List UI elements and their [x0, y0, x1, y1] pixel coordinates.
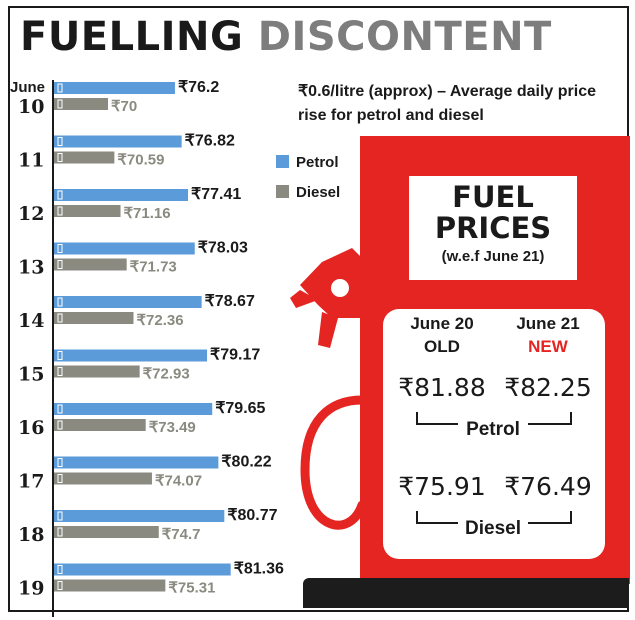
- diesel-bar: [54, 258, 127, 271]
- diesel-bar: [54, 365, 140, 378]
- date-tick-label: 18: [18, 524, 44, 546]
- date-tick-label: 10: [18, 96, 44, 118]
- petrol-bar: [54, 456, 219, 469]
- petrol-new-price: ₹82.25: [504, 373, 592, 402]
- petrol-value-label: ₹79.65: [215, 400, 265, 417]
- petrol-value-label: ₹76.82: [185, 133, 235, 150]
- petrol-bar: [54, 135, 182, 148]
- title-part2: DISCONTENT: [257, 14, 552, 60]
- diesel-bar-pump-icon: [57, 206, 63, 216]
- petrol-value-label: ₹78.67: [205, 293, 255, 310]
- petrol-value-label: ₹78.03: [198, 240, 248, 257]
- petrol-bar-pump-icon: [57, 511, 63, 521]
- petrol-bar-pump-icon: [57, 565, 63, 574]
- petrol-value-label: ₹79.17: [210, 347, 260, 364]
- old-label: OLD: [424, 337, 460, 356]
- petrol-bar-pump-icon: [57, 297, 63, 307]
- petrol-group-label: Petrol: [458, 419, 528, 441]
- average-rise-note: ₹0.6/litre (approx) – Average daily pric…: [298, 83, 596, 124]
- date-tick-label: 16: [18, 417, 44, 439]
- date-tick-label: 19: [18, 578, 44, 600]
- petrol-value-label: ₹80.77: [227, 507, 277, 524]
- new-label: NEW: [528, 337, 568, 356]
- diesel-value-label: ₹70.59: [117, 152, 164, 169]
- petrol-bar: [54, 82, 175, 94]
- diesel-value-label: ₹71.16: [124, 205, 171, 222]
- sign-subheading: (w.e.f June 21): [441, 248, 545, 265]
- petrol-bar: [54, 296, 202, 308]
- diesel-value-label: ₹74.07: [155, 473, 202, 490]
- date-tick-label: 11: [18, 150, 44, 172]
- diesel-value-label: ₹72.93: [143, 366, 190, 383]
- legend-diesel: Diesel: [276, 184, 340, 202]
- infographic-title: FUELLING DISCONTENT: [20, 12, 552, 62]
- petrol-bar: [54, 189, 189, 201]
- diesel-bar: [54, 419, 146, 431]
- month-label: June: [10, 79, 45, 96]
- fuel-pump-base: [303, 578, 629, 608]
- petrol-value-label: ₹76.2: [178, 79, 219, 96]
- petrol-bar-pump-icon: [57, 458, 63, 467]
- diesel-value-label: ₹72.36: [136, 312, 183, 329]
- new-date: June 21: [516, 314, 580, 333]
- petrol-value-label: ₹80.22: [221, 454, 271, 471]
- legend-diesel-label: Diesel: [296, 184, 341, 201]
- petrol-bar: [54, 242, 195, 255]
- diesel-bar: [54, 472, 152, 485]
- diesel-bar-pump-icon: [57, 367, 63, 376]
- diesel-bar: [54, 579, 166, 592]
- diesel-bar: [54, 205, 121, 217]
- date-tick-label: 15: [18, 364, 44, 386]
- diesel-bar-pump-icon: [57, 527, 63, 537]
- date-tick-label: 12: [18, 203, 44, 225]
- petrol-value-label: ₹81.36: [234, 561, 284, 578]
- diesel-bar-pump-icon: [57, 474, 63, 483]
- legend-petrol-swatch: [276, 155, 289, 168]
- petrol-bar-pump-icon: [57, 137, 63, 146]
- petrol-bar-pump-icon: [57, 404, 63, 414]
- legend-petrol: Petrol: [276, 154, 339, 172]
- diesel-value-label: ₹75.31: [168, 580, 215, 597]
- diesel-bar: [54, 526, 159, 538]
- diesel-bar-pump-icon: [57, 153, 63, 162]
- title-part1: FUELLING: [20, 14, 244, 60]
- diesel-bar-pump-icon: [57, 581, 63, 590]
- diesel-group-label: Diesel: [458, 518, 528, 540]
- legend-diesel-swatch: [276, 185, 289, 198]
- sign-heading-line1: FUEL: [452, 180, 534, 214]
- diesel-bar: [54, 312, 134, 324]
- diesel-bar-pump-icon: [57, 260, 63, 269]
- diesel-bar: [54, 98, 108, 110]
- petrol-value-label: ₹77.41: [191, 186, 241, 203]
- petrol-bar: [54, 349, 208, 362]
- diesel-value-label: ₹73.49: [149, 419, 196, 436]
- diesel-old-price: ₹75.91: [398, 472, 486, 501]
- petrol-old-price: ₹81.88: [398, 373, 486, 402]
- date-tick-label: 13: [18, 257, 44, 279]
- sign-heading-line2: PRICES: [434, 211, 552, 245]
- petrol-bar: [54, 563, 231, 576]
- diesel-value-label: ₹70: [111, 98, 137, 115]
- petrol-bar: [54, 510, 225, 522]
- diesel-new-price: ₹76.49: [504, 472, 592, 501]
- fuel-prices-sign: FUEL PRICES (w.e.f June 21): [409, 176, 577, 280]
- petrol-bar-pump-icon: [57, 83, 63, 93]
- petrol-bar-pump-icon: [57, 351, 63, 360]
- petrol-bar-pump-icon: [57, 190, 63, 200]
- old-date: June 20: [410, 314, 474, 333]
- diesel-bar-pump-icon: [57, 99, 63, 109]
- date-tick-label: 17: [18, 471, 44, 493]
- petrol-bar: [54, 403, 213, 415]
- diesel-bar-pump-icon: [57, 313, 63, 323]
- diesel-value-label: ₹71.73: [130, 259, 177, 276]
- price-panel: June 20 OLD June 21 NEW ₹81.88 ₹82.25 Pe…: [383, 309, 605, 559]
- petrol-bar-pump-icon: [57, 244, 63, 253]
- legend-petrol-label: Petrol: [296, 154, 339, 171]
- diesel-bar: [54, 151, 115, 164]
- diesel-value-label: ₹74.7: [162, 526, 201, 543]
- diesel-bar-pump-icon: [57, 420, 63, 430]
- date-tick-label: 14: [18, 310, 44, 332]
